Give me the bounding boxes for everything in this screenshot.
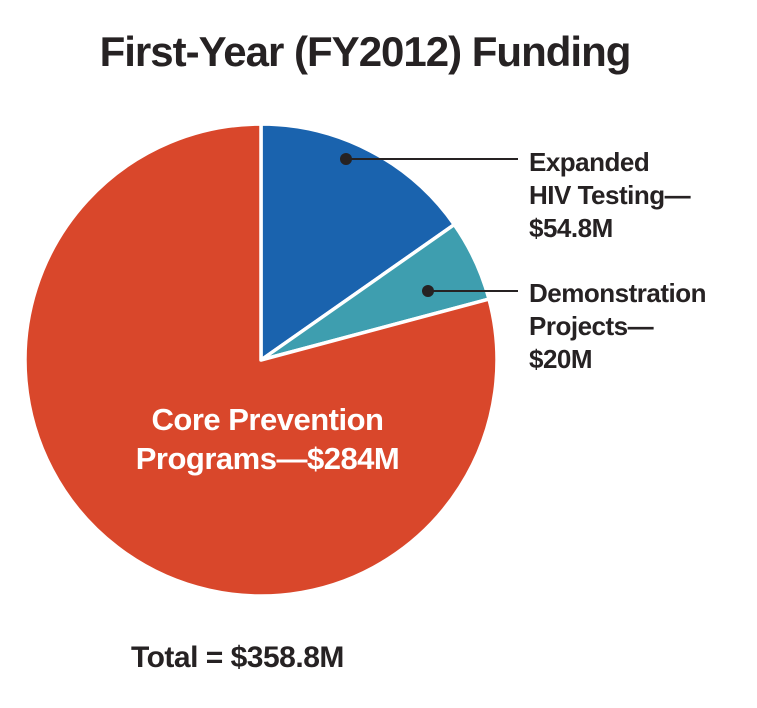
pie-slices <box>23 122 499 598</box>
callout-expanded-line3: $54.8M <box>529 213 613 243</box>
core-label-line1: Core Prevention <box>151 402 384 437</box>
callout-demo-line2: Projects— <box>529 311 654 341</box>
callout-demo-line1: Demonstration <box>529 278 706 308</box>
leader-dot-expanded <box>340 153 352 165</box>
pie-slice-core-prevention <box>23 122 499 598</box>
callout-demo-line3: $20M <box>529 344 593 374</box>
callout-expanded-hiv-testing: Expanded HIV Testing— $54.8M <box>529 146 691 245</box>
callout-expanded-line2: HIV Testing— <box>529 180 691 210</box>
pie-slice-expanded-hiv-testing <box>259 122 457 362</box>
leader-lines <box>340 153 518 297</box>
chart-title: First-Year (FY2012) Funding <box>99 28 632 75</box>
leader-dot-demonstration <box>422 285 434 297</box>
total-label: Total = $358.8M <box>131 641 344 674</box>
callout-core-prevention: Core Prevention Programs—$284M <box>95 400 440 478</box>
core-label-line2: Programs—$284M <box>135 441 400 476</box>
callout-demonstration-projects: Demonstration Projects— $20M <box>529 277 706 376</box>
callout-expanded-line1: Expanded <box>529 147 650 177</box>
